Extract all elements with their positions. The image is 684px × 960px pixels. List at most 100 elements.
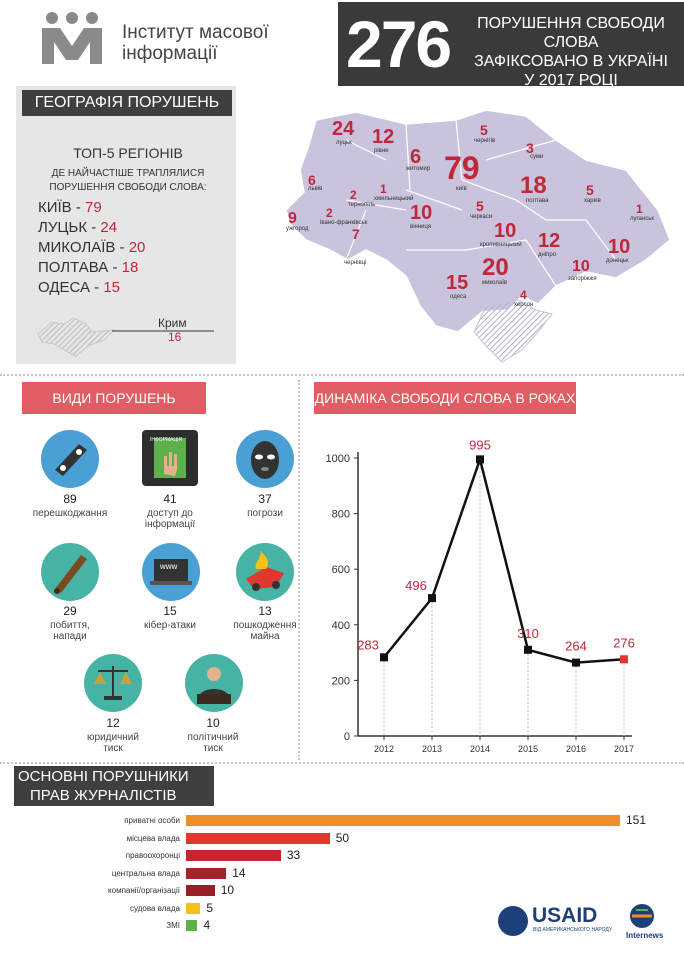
total-violations: 276 (346, 7, 452, 81)
ukraine-map-shape (286, 109, 670, 363)
bar-label: правоохоронці (125, 851, 180, 860)
header-banner (338, 2, 684, 86)
bar (186, 867, 227, 879)
type-label: погрози (247, 508, 283, 519)
bar-label: місцева влада (126, 833, 180, 843)
map-value: 2 (326, 206, 333, 220)
y-tick-label: 200 (332, 675, 350, 687)
type-label-line2: інформації (144, 519, 196, 530)
type-label-line2: напади (53, 631, 87, 642)
map-label: чернігів (474, 138, 496, 144)
map-label: хмельницький (374, 196, 414, 202)
type-count: 12 (106, 716, 120, 730)
top5-item-value: 20 (128, 239, 146, 256)
bat-icon (41, 543, 99, 601)
map-value: 1 (380, 182, 387, 196)
perpetrators-title-line1: ОСНОВНІ ПОРУШНИКИ (18, 768, 189, 785)
top5-title: ТОП-5 РЕГІОНІВ (73, 145, 183, 161)
type-count: 29 (63, 604, 77, 618)
y-tick-label: 400 (332, 620, 350, 632)
x-tick-label: 2014 (470, 744, 490, 754)
crimea-inset (37, 317, 214, 357)
geography-panel (16, 86, 236, 364)
type-label: пошкодження (233, 620, 297, 631)
type-count: 15 (163, 604, 177, 618)
top5-item: КИЇВ - 79 (38, 198, 145, 218)
top5-item-value: 79 (85, 199, 102, 216)
top5-item-value: 15 (103, 279, 121, 296)
map-value: 5 (476, 198, 484, 214)
series-line (383, 455, 625, 664)
perpetrators-title-line2: ПРАВ ЖУРНАЛІСТІВ (30, 787, 177, 804)
internews-logo: Internews (626, 931, 664, 940)
map-value: 3 (526, 140, 534, 156)
bar-value: 14 (232, 865, 246, 880)
scales-icon (84, 654, 142, 712)
bar-label: судова влада (130, 903, 180, 913)
y-tick-label: 800 (332, 509, 350, 521)
type-count: 37 (258, 492, 272, 506)
map-label: донецьк (606, 258, 629, 264)
top5-item-name: ЛУЦЬК - (38, 219, 101, 236)
map-value: 1 (636, 202, 643, 216)
data-label: 276 (613, 635, 635, 650)
map-label: запоріжжя (568, 276, 597, 282)
y-tick-label: 1000 (326, 453, 350, 465)
map-label: луцьк (336, 140, 352, 146)
balaclava-icon (236, 430, 294, 488)
laptop-www-icon (142, 543, 200, 601)
type-count: 89 (63, 492, 77, 506)
data-point (476, 455, 484, 464)
usaid-logo: USAID (532, 904, 598, 927)
map-value: 6 (308, 172, 316, 188)
section-divider (0, 374, 684, 376)
type-label: політичний (187, 732, 239, 743)
top5-item: ПОЛТАВА - 18 (38, 258, 145, 278)
politician-icon (185, 654, 243, 712)
map-value: 7 (352, 226, 360, 242)
type-count: 41 (163, 492, 177, 506)
bar-value: 10 (220, 883, 235, 897)
map-label: кропивницький (480, 242, 522, 248)
usaid-seal-icon (498, 906, 528, 936)
map-label: одеса (450, 294, 467, 300)
org-name-line2: інформації (122, 43, 218, 64)
crimea-label: Крим (158, 316, 187, 330)
type-label-line2: тиск (203, 743, 223, 754)
map-label: суми (530, 154, 544, 160)
x-tick-label: 2017 (614, 744, 634, 754)
map-value: 20 (482, 254, 509, 281)
map-value: 10 (608, 236, 631, 258)
top5-list: КИЇВ - 79 ЛУЦЬК - 24 МИКОЛАЇВ - 20 ПОЛТА… (38, 198, 145, 298)
data-point (620, 655, 628, 664)
top5-subtitle-line2: ПОРУШЕННЯ СВОБОДИ СЛОВА: (49, 182, 207, 193)
data-point (428, 594, 436, 603)
y-tick-label: 0 (344, 731, 350, 743)
top5-subtitle: ДЕ НАЙЧАСТІШЕ ТРАПЛЯЛИСЯ ПОРУШЕННЯ СВОБО… (30, 167, 226, 195)
type-label-line2: майна (250, 631, 280, 642)
top5-subtitle-line1: ДЕ НАЙЧАСТІШЕ ТРАПЛЯЛИСЯ (51, 168, 205, 179)
section-divider (0, 762, 684, 764)
column-divider (298, 380, 300, 760)
data-label: 995 (469, 437, 491, 452)
bar-label: приватні особи (124, 816, 180, 825)
burning-car-icon (236, 543, 294, 601)
map-value: 4 (520, 288, 527, 302)
type-label: перешкоджання (32, 508, 108, 519)
headline-line1: Порушення свободи слова (477, 15, 665, 51)
ukraine-map: 24 луцьк 12 рівне 6 житомир 79 київ 5 че… (286, 100, 670, 368)
map-value: 12 (538, 230, 561, 252)
map-value: 9 (288, 210, 297, 227)
top5-item-name: ОДЕСА - (38, 279, 104, 296)
map-label: вінниця (410, 224, 432, 230)
document-label: ІНФОРМАЦІЯ (150, 437, 183, 443)
hand-on-document-icon (142, 430, 198, 486)
map-label: рівне (374, 148, 389, 154)
bar-value: 151 (626, 813, 647, 827)
map-label: житомир (406, 166, 431, 172)
imi-logo-icon (42, 12, 102, 64)
map-value: 18 (520, 172, 547, 199)
bar (186, 902, 201, 914)
type-label-line2: тиск (103, 743, 123, 754)
map-label: івано-франківськ (320, 220, 368, 226)
